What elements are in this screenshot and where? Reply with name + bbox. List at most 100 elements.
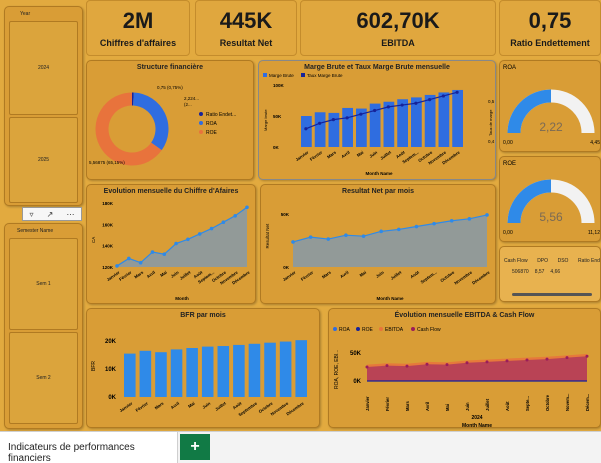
x-tick-label: Août xyxy=(193,269,204,279)
x-tick-label: Mars xyxy=(321,269,332,279)
roa-gauge-panel[interactable]: ROA 2,22 0,00 4,45 xyxy=(499,60,601,152)
kpi-resultat-net[interactable]: 445K Resultat Net xyxy=(195,0,297,56)
roa-gauge: ROA 2,22 0,00 4,45 xyxy=(503,65,600,146)
line-point xyxy=(308,235,313,239)
line-point xyxy=(445,363,449,367)
axis-tick-label: 0,5 xyxy=(488,99,495,104)
bar xyxy=(264,342,276,397)
x-tick-label: Février xyxy=(300,270,315,282)
x-tick-label: Juillet xyxy=(214,400,227,411)
line-point xyxy=(326,237,331,241)
gauge-max: 11,12 xyxy=(588,230,600,236)
ebitda-cashflow-panel[interactable]: Évolution mensuelle EBITDA & Cash Flow R… xyxy=(328,308,601,429)
line-point xyxy=(455,90,459,94)
legend-marker xyxy=(379,327,383,331)
bar xyxy=(314,112,326,147)
table-cell: 506870 xyxy=(512,269,529,275)
axis-tick-label: 10K xyxy=(105,367,117,373)
bar xyxy=(233,344,245,397)
x-tick-label: Juin xyxy=(201,400,211,409)
legend-marker xyxy=(199,121,203,125)
line-point xyxy=(138,260,143,265)
x-tick-label: Janvier xyxy=(118,401,133,414)
x-tick-label: Décem... xyxy=(585,394,590,411)
filter-icon[interactable]: ▿ xyxy=(29,209,34,219)
line-point xyxy=(345,116,349,120)
resultat-net-panel[interactable]: Resultat Net par mois 50K 0K Resultat Net J… xyxy=(260,184,496,304)
kpi-chiffre-affaires[interactable]: 2M Chiffres d'affaires xyxy=(86,0,190,56)
legend-marker xyxy=(356,327,360,331)
year-option-2025[interactable]: 2025 xyxy=(9,117,78,203)
kpi-ratio-endettement[interactable]: 0,75 Ratio Endettement xyxy=(499,0,601,56)
semester-option-sem1[interactable]: Sem 1 xyxy=(9,238,78,330)
x-axis-label: Month Name xyxy=(377,296,404,301)
line-point xyxy=(304,127,308,131)
legend-label: ROA xyxy=(206,121,218,127)
line-point xyxy=(361,234,366,238)
legend-label: Marge Brute xyxy=(269,73,294,78)
line-point xyxy=(505,359,509,363)
x-tick-label: Février xyxy=(309,150,324,162)
x-tick-label: Juillet xyxy=(379,149,392,160)
semester-option-sem2[interactable]: Sem 2 xyxy=(9,332,78,424)
x-tick-label: Mars xyxy=(154,400,165,410)
line-point xyxy=(386,105,390,109)
y-axis-label: BFR xyxy=(91,361,97,371)
x-tick-label: Juin xyxy=(465,402,470,411)
tab-indicateurs[interactable]: Indicateurs de performances financiers xyxy=(0,432,178,463)
x-tick-label: Mai xyxy=(159,270,168,278)
x-tick-label: Mars xyxy=(326,149,337,159)
line-point xyxy=(318,121,322,125)
line-point xyxy=(245,205,249,210)
x-tick-label: Avril xyxy=(425,402,430,411)
line-point xyxy=(127,256,131,261)
ca-chart-panel[interactable]: Evolution mensuelle du Chiffre d'Afaires… xyxy=(86,184,256,304)
axis-tick-label: 0K xyxy=(108,395,116,401)
axis-tick-label: 0K xyxy=(283,265,290,270)
more-options-icon[interactable]: ⋯ xyxy=(66,209,75,219)
x-tick-label: Février xyxy=(118,270,133,282)
bar xyxy=(452,89,463,147)
x-tick-label: Janvier xyxy=(365,396,370,411)
x-tick-label: Mai xyxy=(359,270,368,278)
x-axis-label: Month Name xyxy=(366,171,393,176)
bar xyxy=(301,116,312,147)
year-option-2024[interactable]: 2024 xyxy=(9,21,78,115)
resultat-net-chart: 50K 0K Resultat Net Janvier Février Mars Avril… xyxy=(265,212,491,301)
x-tick-label: Octobre xyxy=(545,394,550,411)
bfr-chart-panel[interactable]: BFR par mois 20K 10K 0K BFR Janvier Février Ma… xyxy=(86,308,320,428)
donut-data-label: 5,56875 (65,15%) xyxy=(89,160,125,165)
add-page-button[interactable]: + xyxy=(180,434,210,460)
line-point xyxy=(465,361,469,365)
x-tick-label: Janvier xyxy=(295,150,310,163)
x-tick-label: Août xyxy=(505,401,510,411)
roe-gauge: ROE 5,56 0,00 11,12 xyxy=(503,161,600,236)
focus-icon[interactable]: ↗ xyxy=(46,209,54,219)
bar xyxy=(139,350,152,397)
donut-chart-panel[interactable]: Structure financière 0,75 (0,75%) 2,224..… xyxy=(86,60,254,180)
line-point xyxy=(425,362,429,366)
marge-brute-panel[interactable]: Marge Brute et Taux Marge Brute mensuell… xyxy=(258,60,496,180)
line-point xyxy=(525,358,529,362)
gauge-value: 5,56 xyxy=(539,210,563,224)
legend-marker xyxy=(333,327,337,331)
line-point xyxy=(428,97,432,102)
donut-slice xyxy=(132,92,169,151)
x-tick-label: Juin xyxy=(170,269,180,278)
table-header: DSO xyxy=(557,258,569,264)
gauge-min: 0,00 xyxy=(503,230,513,236)
table-header: DPO xyxy=(537,258,549,264)
gauge-min: 0,00 xyxy=(503,140,513,146)
line-point xyxy=(485,360,489,364)
chart-title: Structure financière xyxy=(136,64,204,71)
table-scrollbar[interactable] xyxy=(512,293,592,296)
kpi-value: 0,75 xyxy=(528,8,572,33)
year-slicer: Year 2024 2025 xyxy=(4,6,83,206)
roe-gauge-panel[interactable]: ROE 5,56 0,00 11,12 xyxy=(499,156,601,242)
kpi-ebitda[interactable]: 602,70K EBITDA xyxy=(300,0,496,56)
area-fill xyxy=(293,214,487,267)
cash-flow-table[interactable]: Cash Flow DPO DSO Ratio End 506870 8,57 … xyxy=(499,246,601,302)
axis-tick-label: 180K xyxy=(102,201,114,206)
semester-option-label: Sem 1 xyxy=(36,281,51,287)
axis-tick-label: 100K xyxy=(273,83,285,88)
